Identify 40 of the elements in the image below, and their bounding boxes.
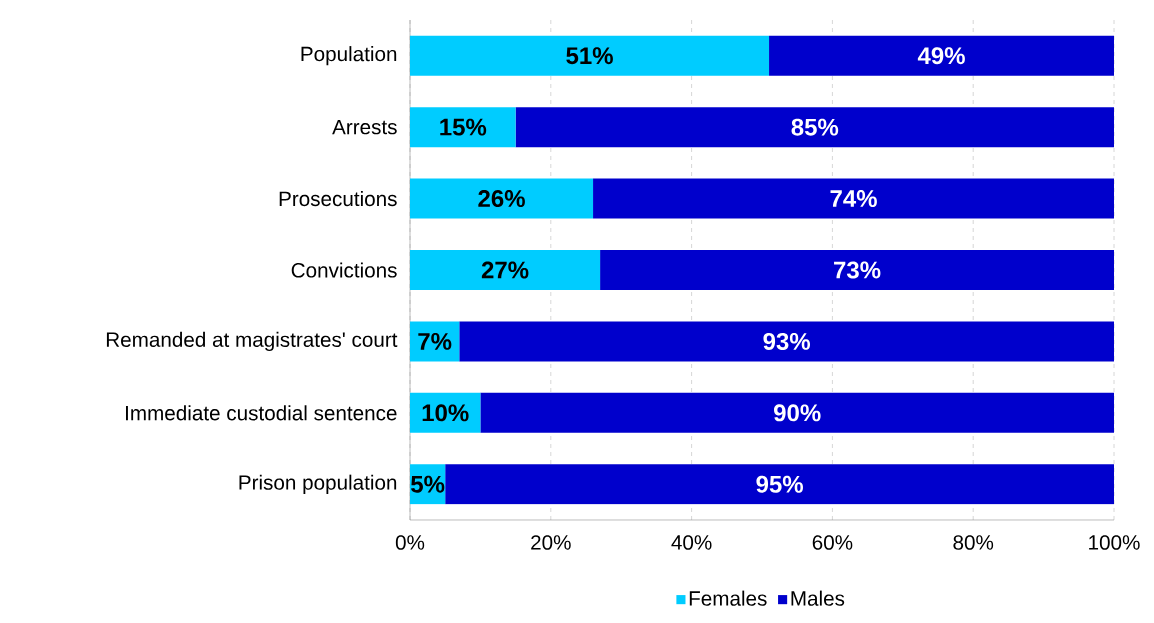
x-tick-label: 40% xyxy=(671,535,712,550)
bar xyxy=(515,107,1114,148)
y-tick-label: Immediate custodial sentence xyxy=(126,405,397,421)
x-tick-label: 20% xyxy=(531,535,571,550)
x-tick-label: 80% xyxy=(953,535,994,550)
data-label: 93% xyxy=(763,332,811,350)
data-label: 49% xyxy=(917,47,965,65)
data-label: 10% xyxy=(422,404,469,422)
bar xyxy=(410,35,770,76)
y-tick-label: Arrests xyxy=(332,119,397,135)
y-tick-label: Convictions xyxy=(291,262,397,278)
legend-label: Females xyxy=(689,590,767,606)
data-label: 90% xyxy=(774,404,821,422)
data-label: 27% xyxy=(481,261,529,279)
bar xyxy=(410,107,516,148)
bar xyxy=(410,178,594,219)
bar xyxy=(593,178,1114,219)
data-label: 7% xyxy=(418,332,452,350)
legend-label: Males xyxy=(791,590,845,606)
bar xyxy=(445,464,1114,505)
data-label: 15% xyxy=(440,118,487,136)
data-label: 73% xyxy=(834,261,881,279)
bar xyxy=(769,35,1114,76)
data-label: 51% xyxy=(566,47,613,65)
y-tick-label: Prosecutions xyxy=(279,190,397,207)
data-label: 26% xyxy=(478,190,525,208)
x-tick-label: 100% xyxy=(1089,535,1140,550)
y-tick-label: Population xyxy=(301,46,397,66)
bar xyxy=(410,250,601,290)
y-tick-label: Prison population xyxy=(239,474,397,494)
bar xyxy=(459,321,1114,362)
x-tick-label: 60% xyxy=(812,535,853,550)
data-label: 5% xyxy=(410,475,445,493)
data-label: 74% xyxy=(830,190,877,208)
data-label: 95% xyxy=(756,475,803,493)
x-tick-label: 0% xyxy=(395,535,425,550)
bar xyxy=(480,392,1114,433)
y-tick-label: Remanded at magistrates' court xyxy=(106,331,398,352)
bar xyxy=(600,250,1114,290)
data-label: 85% xyxy=(791,118,839,136)
